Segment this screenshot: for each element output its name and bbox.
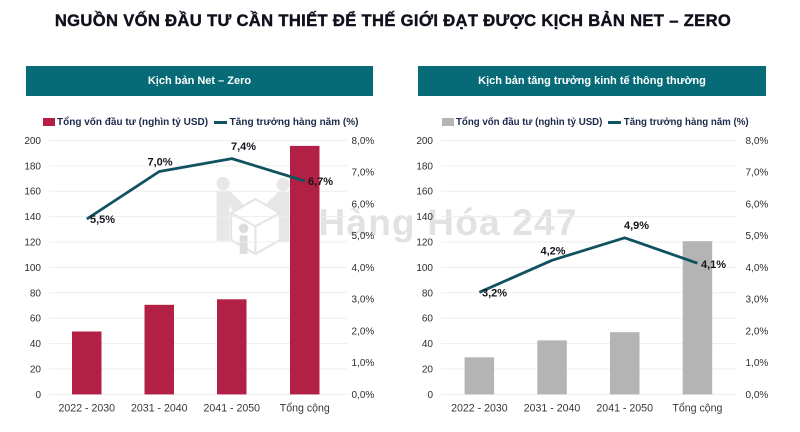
svg-text:200: 200 [24, 136, 41, 147]
svg-text:0: 0 [35, 390, 41, 401]
svg-text:80: 80 [30, 288, 42, 299]
svg-text:100: 100 [416, 263, 433, 274]
svg-text:2031 - 2040: 2031 - 2040 [524, 402, 581, 414]
svg-text:6,0%: 6,0% [352, 199, 375, 210]
svg-text:7,0%: 7,0% [147, 156, 172, 168]
svg-text:8,0%: 8,0% [352, 136, 375, 147]
svg-text:180: 180 [416, 161, 433, 172]
svg-text:3,2%: 3,2% [482, 287, 507, 299]
svg-text:60: 60 [30, 314, 42, 325]
svg-text:5,5%: 5,5% [90, 214, 115, 226]
svg-text:20: 20 [30, 365, 42, 376]
svg-text:7,4%: 7,4% [231, 141, 256, 153]
svg-text:20: 20 [422, 365, 434, 376]
svg-text:5,0%: 5,0% [746, 231, 769, 242]
svg-text:0,0%: 0,0% [746, 390, 769, 401]
svg-text:8,0%: 8,0% [746, 136, 769, 147]
svg-text:2,0%: 2,0% [746, 326, 769, 337]
svg-text:60: 60 [422, 314, 434, 325]
svg-text:6,0%: 6,0% [746, 199, 769, 210]
svg-text:80: 80 [422, 288, 434, 299]
svg-text:1,0%: 1,0% [352, 358, 375, 369]
svg-text:4,2%: 4,2% [540, 245, 565, 257]
svg-text:7,0%: 7,0% [746, 168, 769, 179]
svg-text:0: 0 [427, 390, 433, 401]
svg-text:4,0%: 4,0% [746, 263, 769, 274]
svg-text:2041 - 2050: 2041 - 2050 [596, 402, 653, 414]
svg-text:2041 - 2050: 2041 - 2050 [204, 402, 261, 414]
svg-text:3,0%: 3,0% [746, 295, 769, 306]
svg-text:2031 - 2040: 2031 - 2040 [131, 402, 188, 414]
svg-text:7,0%: 7,0% [352, 168, 375, 179]
svg-text:Tổng cộng: Tổng cộng [672, 402, 722, 414]
svg-text:40: 40 [422, 339, 434, 350]
svg-text:Tổng cộng: Tổng cộng [280, 402, 330, 414]
svg-text:100: 100 [24, 263, 41, 274]
svg-text:5,0%: 5,0% [352, 231, 375, 242]
svg-text:2022 - 2030: 2022 - 2030 [59, 402, 116, 414]
svg-text:120: 120 [416, 238, 433, 249]
svg-text:160: 160 [24, 187, 41, 198]
svg-text:1,0%: 1,0% [746, 358, 769, 369]
svg-text:140: 140 [24, 212, 41, 223]
svg-text:40: 40 [30, 339, 42, 350]
svg-text:4,9%: 4,9% [624, 220, 649, 232]
svg-text:2022 - 2030: 2022 - 2030 [451, 402, 508, 414]
svg-text:4,0%: 4,0% [352, 263, 375, 274]
svg-text:120: 120 [24, 238, 41, 249]
svg-text:0,0%: 0,0% [352, 390, 375, 401]
svg-text:180: 180 [24, 161, 41, 172]
svg-text:4,1%: 4,1% [701, 259, 726, 271]
svg-text:2,0%: 2,0% [352, 326, 375, 337]
svg-text:6,7%: 6,7% [308, 176, 333, 188]
svg-text:140: 140 [416, 212, 433, 223]
svg-text:3,0%: 3,0% [352, 295, 375, 306]
svg-text:200: 200 [416, 136, 433, 147]
svg-text:160: 160 [416, 187, 433, 198]
